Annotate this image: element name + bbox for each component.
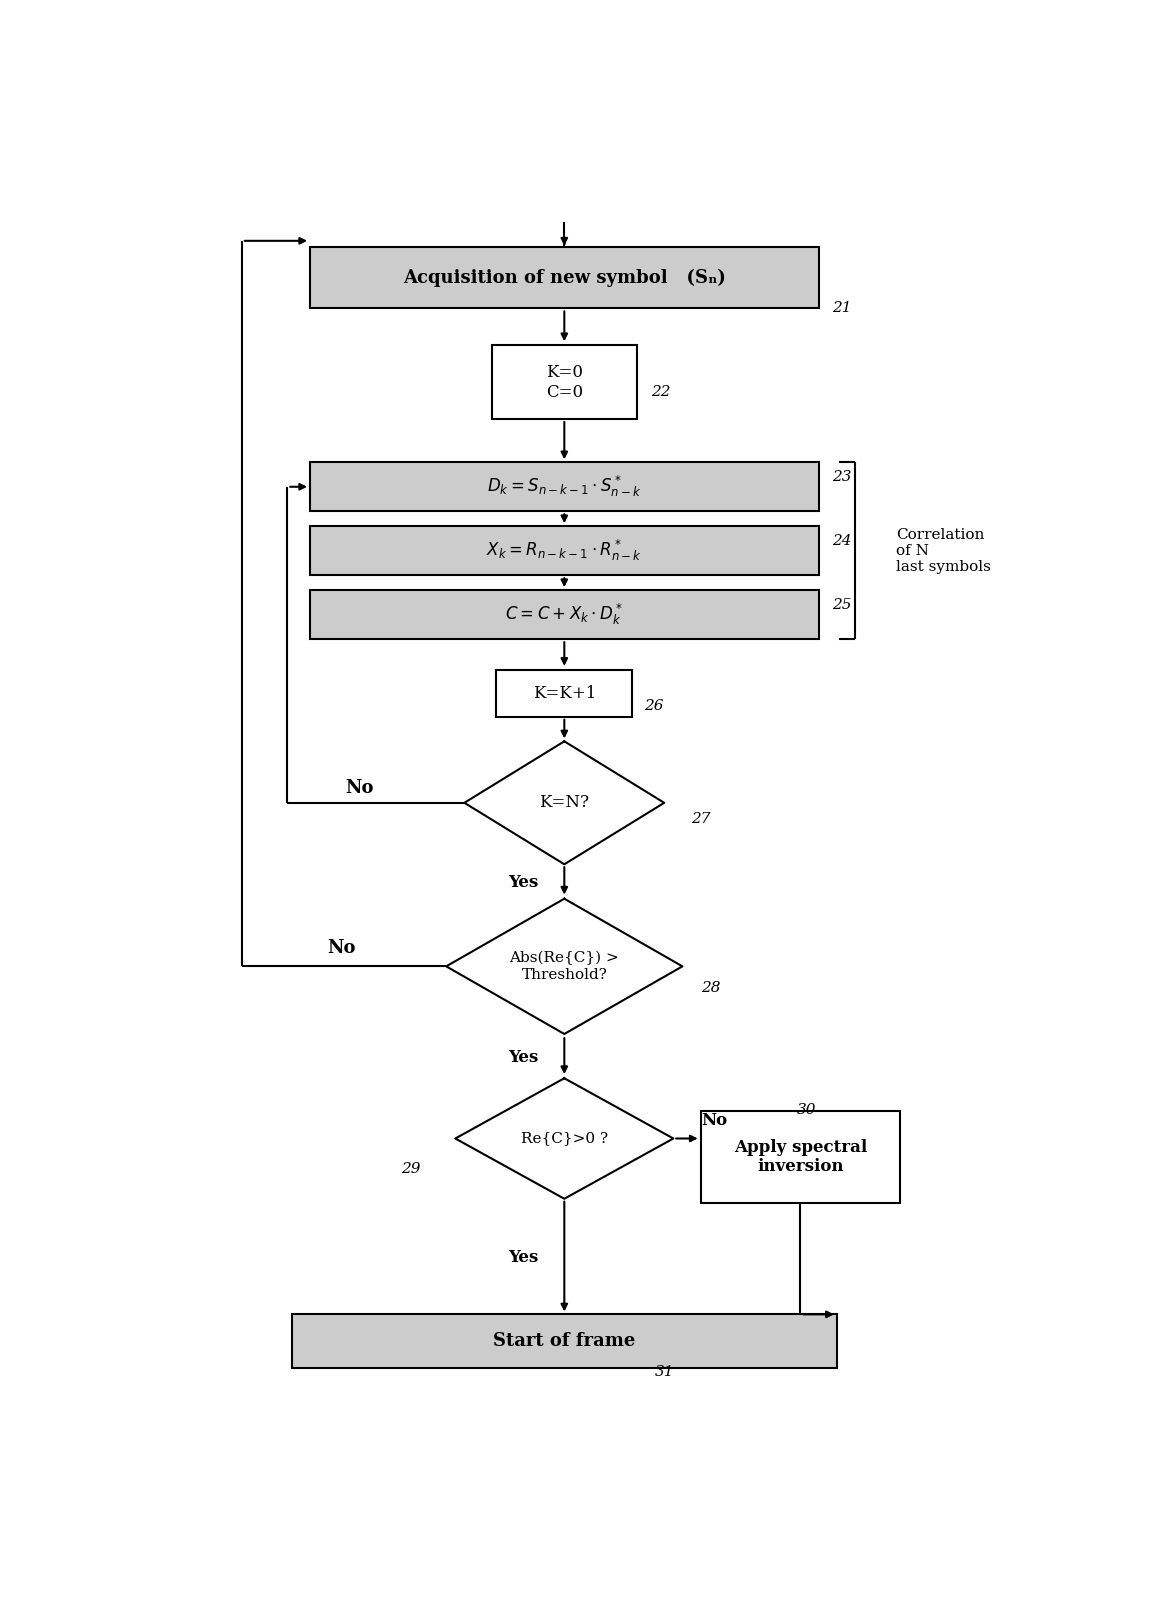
Text: Abs(Re{C}) >
Threshold?: Abs(Re{C}) > Threshold? [510, 952, 619, 982]
Text: 23: 23 [832, 470, 852, 484]
Text: Correlation
of N
last symbols: Correlation of N last symbols [895, 527, 990, 573]
Text: Yes: Yes [509, 1249, 539, 1266]
Bar [309, 248, 818, 308]
Bar [309, 462, 818, 511]
Bar [492, 345, 638, 418]
Bar [496, 671, 633, 717]
Text: 28: 28 [701, 982, 720, 995]
Text: 31: 31 [655, 1365, 675, 1380]
Text: K=N?: K=N? [539, 794, 590, 811]
Text: No: No [701, 1112, 728, 1129]
Text: No: No [327, 939, 356, 957]
Text: K=0
C=0: K=0 C=0 [546, 364, 582, 401]
Text: 25: 25 [832, 597, 852, 612]
Text: Re{C}>0 ?: Re{C}>0 ? [520, 1132, 608, 1145]
Text: Apply spectral
inversion: Apply spectral inversion [734, 1139, 867, 1175]
Text: No: No [346, 779, 374, 797]
Text: $C=C+X_k\cdot D_k^*$: $C=C+X_k\cdot D_k^*$ [505, 602, 624, 628]
Bar [309, 589, 818, 639]
Text: K=K+1: K=K+1 [532, 685, 597, 701]
Text: Yes: Yes [509, 874, 539, 891]
Text: $D_k=S_{n-k-1}\cdot S_{n-k}^*$: $D_k=S_{n-k-1}\cdot S_{n-k}^*$ [488, 474, 641, 500]
Text: 29: 29 [401, 1163, 421, 1177]
Text: 22: 22 [650, 385, 670, 399]
Text: 21: 21 [832, 302, 852, 316]
Bar [292, 1314, 837, 1369]
Text: 30: 30 [797, 1104, 817, 1118]
Text: $X_k=R_{n-k-1}\cdot R_{n-k}^*$: $X_k=R_{n-k-1}\cdot R_{n-k}^*$ [486, 538, 642, 564]
Bar [309, 525, 818, 575]
Text: Acquisition of new symbol   (Sₙ): Acquisition of new symbol (Sₙ) [403, 268, 725, 287]
Text: 26: 26 [645, 698, 663, 712]
Text: Yes: Yes [509, 1049, 539, 1065]
Text: Start of frame: Start of frame [493, 1332, 635, 1351]
Text: 27: 27 [691, 811, 711, 826]
Text: 24: 24 [832, 533, 852, 548]
Bar [701, 1112, 900, 1203]
